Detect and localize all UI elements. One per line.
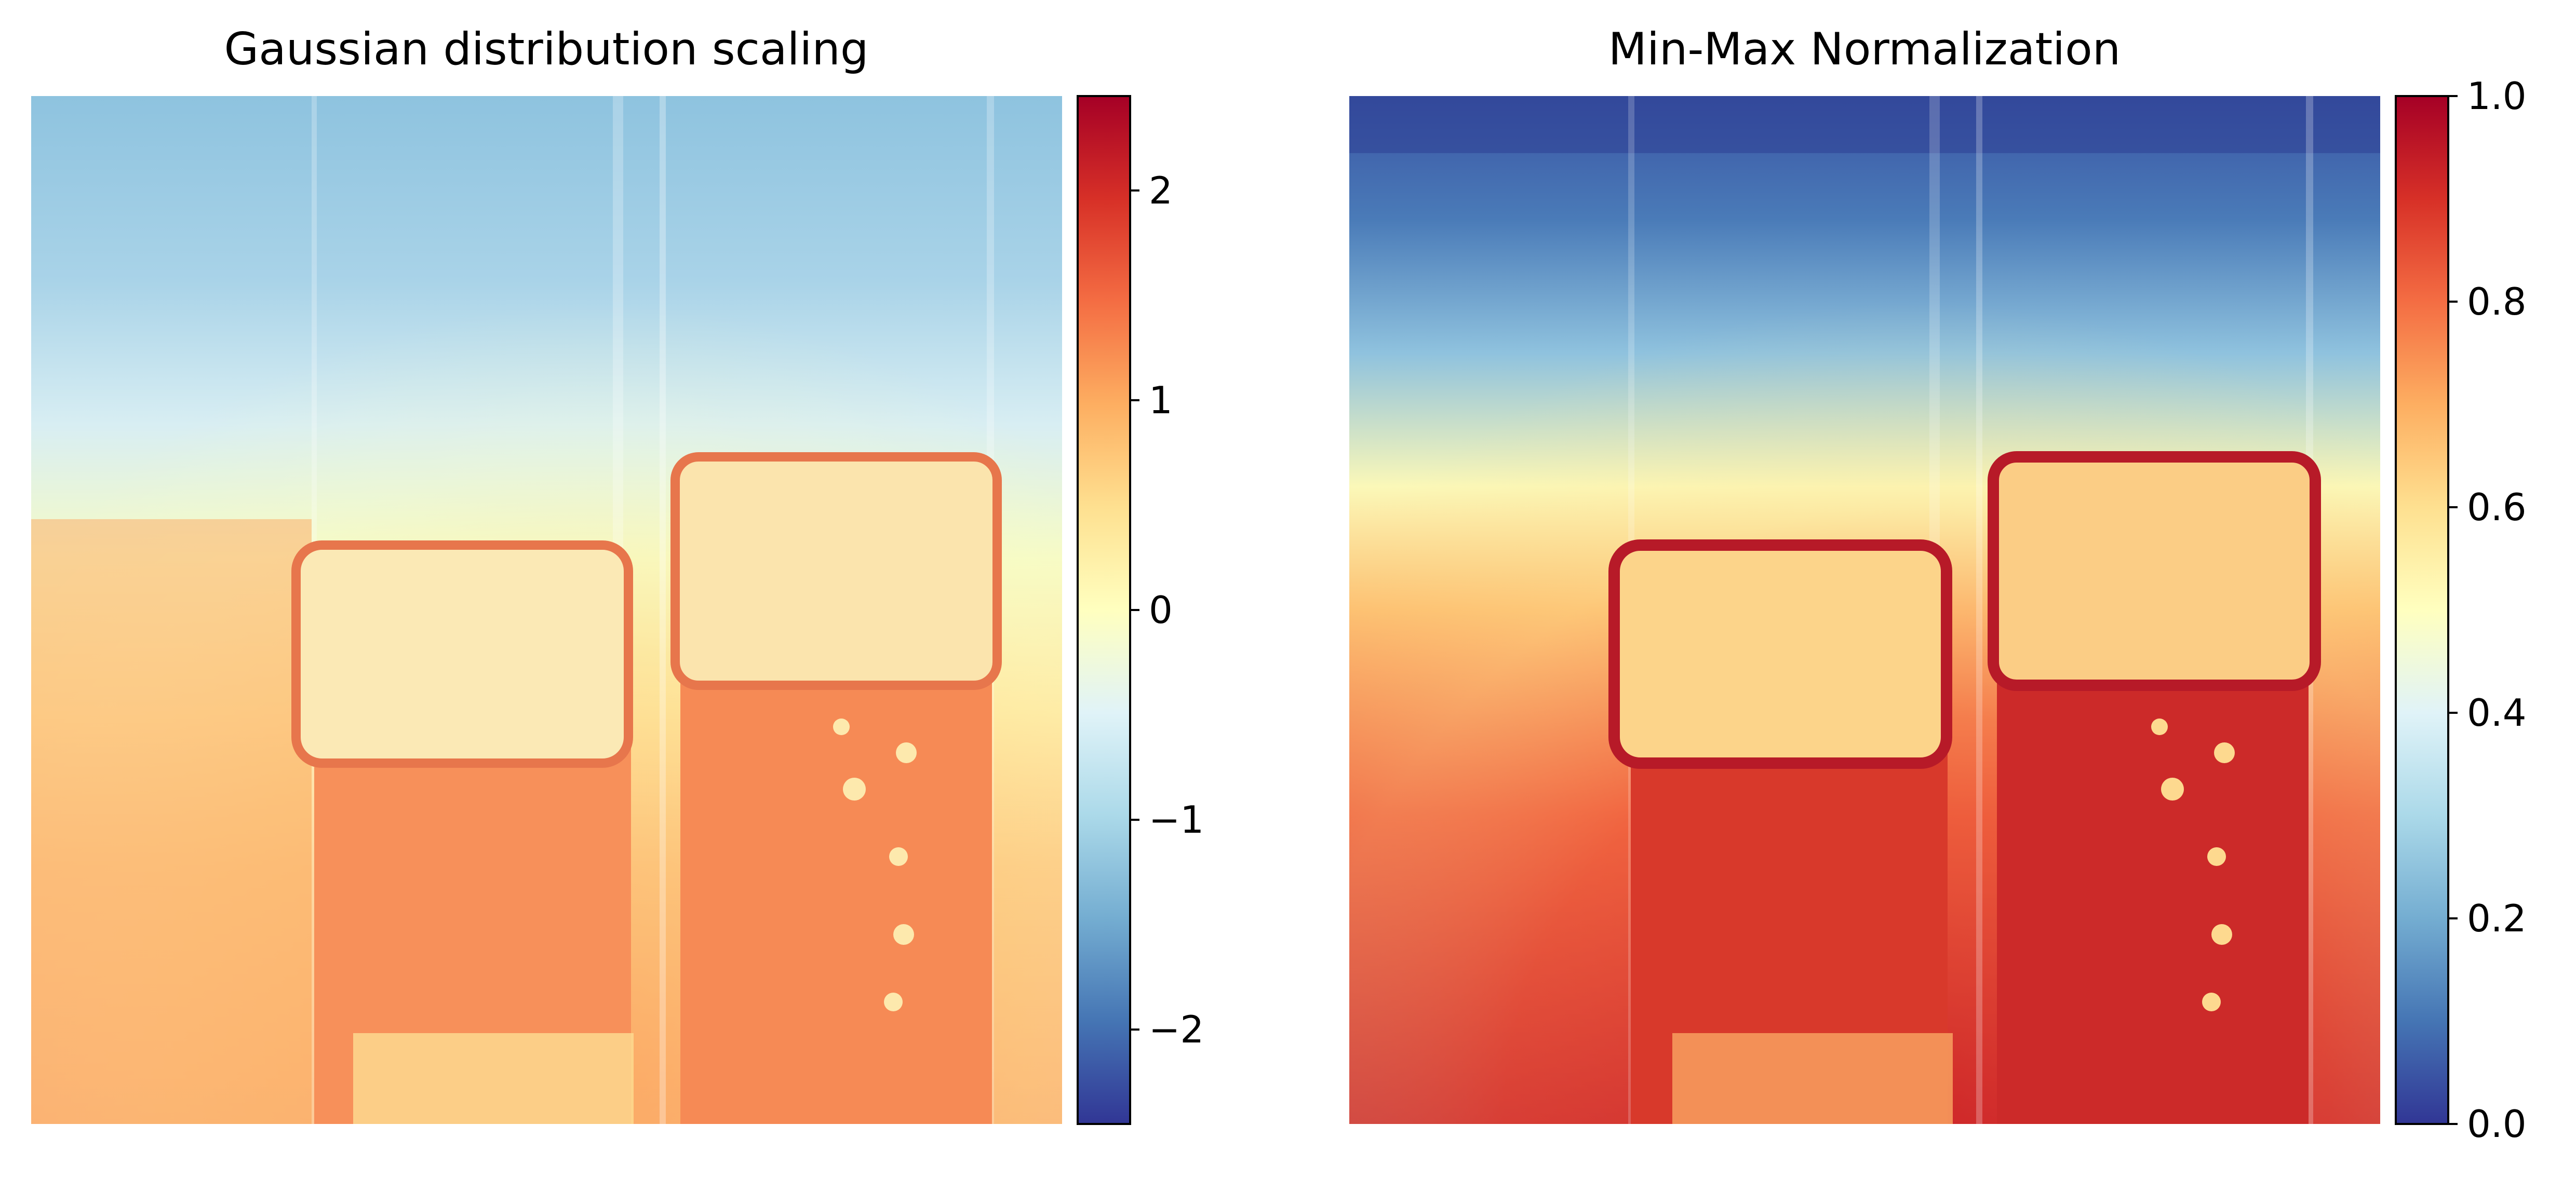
colorbar-gaussian-tick-label: −2 xyxy=(1149,1008,1204,1051)
colorbar-minmax-ticks: 0.0 0.2 0.4 0.6 0.8 1.0 xyxy=(2448,74,2527,1146)
colorbar-minmax-tick-label: 1.0 xyxy=(2467,74,2527,118)
heatmap-gaussian xyxy=(31,96,1062,1124)
panel-title-minmax: Min-Max Normalization xyxy=(1608,23,2121,75)
colorbar-minmax-tick-label: 0.2 xyxy=(2467,897,2527,940)
colorbar-gaussian-tick-label: 1 xyxy=(1149,378,1173,422)
colorbar-minmax-tick-label: 0.0 xyxy=(2467,1102,2527,1146)
colorbar-minmax xyxy=(2395,95,2449,1125)
colorbar-gaussian xyxy=(1077,95,1131,1125)
colorbar-gaussian-tick-label: 2 xyxy=(1149,169,1173,212)
colorbar-minmax-tick-label: 0.4 xyxy=(2467,691,2527,735)
panel-title-gaussian: Gaussian distribution scaling xyxy=(224,23,869,75)
colorbar-gaussian-tick-label: −1 xyxy=(1149,798,1204,842)
colorbar-minmax-tick-label: 0.6 xyxy=(2467,485,2527,529)
colorbar-minmax-tick-label: 0.8 xyxy=(2467,280,2527,323)
colorbar-gaussian-tick-label: 0 xyxy=(1149,588,1173,632)
colorbar-gaussian-ticks: −2 −1 0 1 2 xyxy=(1130,169,1204,1051)
heatmap-minmax xyxy=(1349,96,2380,1124)
